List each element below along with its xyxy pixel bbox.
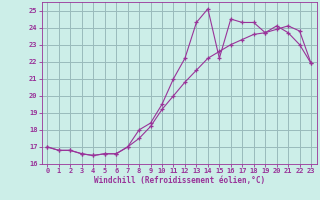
X-axis label: Windchill (Refroidissement éolien,°C): Windchill (Refroidissement éolien,°C) [94,176,265,185]
